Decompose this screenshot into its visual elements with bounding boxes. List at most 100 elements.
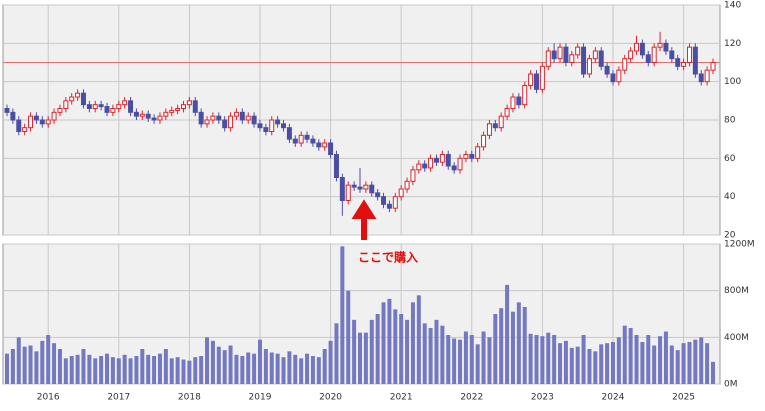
- volume-bar: [640, 342, 645, 384]
- candle-body: [228, 115, 234, 129]
- volume-bar: [416, 295, 421, 384]
- candle-body: [92, 104, 98, 109]
- candle-body: [581, 46, 587, 75]
- candle-body: [239, 111, 245, 121]
- volume-bar: [140, 349, 145, 384]
- candle-body: [169, 109, 175, 113]
- candle-body: [369, 184, 375, 194]
- volume-bar: [328, 340, 333, 384]
- candle-body: [328, 142, 334, 155]
- candle-body: [463, 154, 469, 159]
- candle-body: [410, 169, 416, 182]
- volume-bar: [40, 340, 45, 384]
- y-tick-label: 400M: [724, 333, 749, 343]
- volume-bar: [705, 343, 710, 384]
- volume-bar: [187, 360, 192, 384]
- candle-body: [104, 106, 110, 113]
- volume-bar: [193, 357, 198, 384]
- volume-bar: [546, 332, 551, 384]
- y-tick-label: 0M: [724, 380, 738, 390]
- candle-body: [586, 58, 592, 75]
- volume-bar: [505, 284, 510, 384]
- candle-body: [251, 115, 257, 125]
- volume-bar: [93, 358, 98, 384]
- candle-body: [563, 46, 569, 64]
- volume-bar: [663, 331, 668, 384]
- volume-bar: [593, 351, 598, 384]
- candle-body: [33, 115, 39, 121]
- candle-body: [45, 119, 51, 125]
- volume-bar: [616, 337, 621, 384]
- volume-bar: [63, 358, 68, 384]
- candle-body: [133, 111, 139, 117]
- y-tick-label: 120: [724, 39, 741, 49]
- candle-body: [157, 115, 163, 121]
- volume-bar: [681, 343, 686, 384]
- volume-bar: [552, 335, 557, 384]
- volume-bar: [22, 346, 27, 384]
- candle-body: [445, 154, 451, 167]
- volume-bar: [99, 356, 104, 384]
- volume-bar: [152, 356, 157, 384]
- candle-body: [428, 157, 434, 169]
- volume-bar: [381, 302, 386, 384]
- volume-bar: [587, 349, 592, 384]
- volume-bar: [652, 345, 657, 384]
- candle-body: [551, 50, 557, 60]
- volume-bar: [375, 314, 380, 384]
- volume-bar: [469, 335, 474, 384]
- candle-body: [692, 46, 698, 75]
- candle-body: [333, 154, 339, 178]
- candle-body: [451, 165, 457, 171]
- candle-body: [504, 108, 510, 117]
- volume-bar: [222, 350, 227, 384]
- candle-body: [339, 177, 345, 201]
- candle-body: [469, 154, 475, 159]
- x-tick-label: 2016: [37, 393, 60, 403]
- candle-body: [128, 100, 134, 113]
- candle-body: [310, 138, 316, 144]
- x-tick-label: 2017: [107, 393, 130, 403]
- volume-bar: [293, 354, 298, 384]
- y-tick-label: 20: [724, 231, 736, 241]
- candle-body: [98, 104, 104, 108]
- candle-body: [569, 54, 575, 63]
- volume-bar: [234, 354, 239, 384]
- candle-body: [198, 111, 204, 125]
- volume-bar: [522, 307, 527, 384]
- candle-body: [510, 96, 516, 109]
- volume-bar: [558, 343, 563, 384]
- volume-bar: [199, 356, 204, 384]
- candle-body: [210, 115, 216, 121]
- volume-bar: [610, 342, 615, 384]
- candle-body: [75, 92, 81, 98]
- candle-body: [28, 115, 34, 129]
- volume-bar: [693, 339, 698, 384]
- candle-body: [639, 42, 645, 56]
- candle-body: [263, 127, 269, 132]
- volume-bar: [510, 311, 515, 384]
- volume-bar: [675, 350, 680, 384]
- volume-bar: [69, 356, 74, 384]
- candle-body: [457, 157, 463, 171]
- volume-bar: [369, 319, 374, 384]
- candle-body: [598, 50, 604, 67]
- candle-body: [534, 73, 539, 90]
- volume-bar: [428, 328, 433, 384]
- volume-bar: [434, 319, 439, 384]
- candle-body: [645, 54, 651, 63]
- y-tick-label: 140: [724, 1, 741, 11]
- volume-bar: [393, 309, 398, 384]
- volume-bar: [322, 349, 327, 384]
- volume-bar: [493, 314, 498, 384]
- volume-bar: [352, 319, 357, 384]
- volume-bar: [169, 358, 174, 384]
- volume-bar: [699, 337, 704, 384]
- volume-bar: [87, 354, 92, 384]
- y-tick-label: 60: [724, 154, 736, 164]
- candle-body: [275, 119, 281, 125]
- candle-body: [216, 115, 222, 121]
- candle-body: [386, 203, 392, 209]
- candle-body: [192, 100, 198, 113]
- candle-body: [51, 111, 57, 121]
